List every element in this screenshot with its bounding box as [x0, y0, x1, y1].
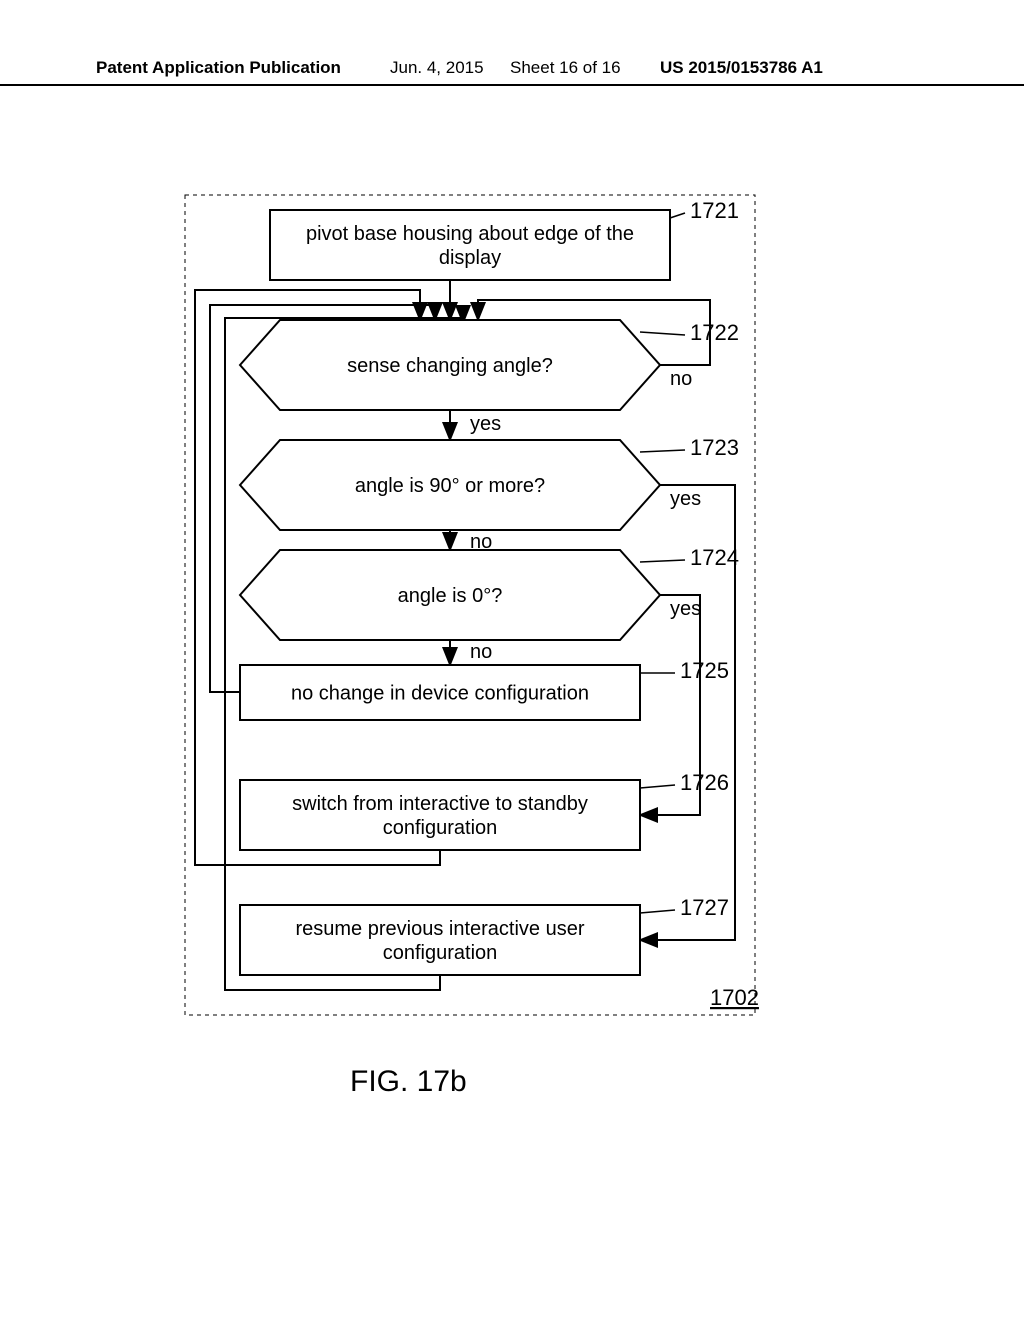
sheet-number: Sheet 16 of 16 — [510, 58, 621, 78]
flowchart-container: 1702yesnononoyesyespivot base housing ab… — [180, 190, 760, 1060]
patent-page: Patent Application Publication Jun. 4, 2… — [0, 0, 1024, 1320]
flowchart-svg: 1702yesnononoyesyespivot base housing ab… — [180, 190, 760, 1060]
svg-text:no change in device configurat: no change in device configuration — [291, 683, 589, 705]
svg-text:1723: 1723 — [690, 435, 739, 460]
svg-text:no: no — [470, 641, 492, 663]
svg-text:yes: yes — [470, 413, 501, 435]
svg-text:1721: 1721 — [690, 198, 739, 223]
publication-number: US 2015/0153786 A1 — [660, 58, 823, 78]
svg-text:1722: 1722 — [690, 320, 739, 345]
svg-text:no: no — [670, 368, 692, 390]
publication-type: Patent Application Publication — [96, 58, 341, 78]
svg-text:angle is 0°?: angle is 0°? — [398, 585, 503, 607]
svg-text:1726: 1726 — [680, 770, 729, 795]
svg-text:1724: 1724 — [690, 545, 739, 570]
svg-text:yes: yes — [670, 598, 701, 620]
svg-text:yes: yes — [670, 488, 701, 510]
svg-text:1727: 1727 — [680, 895, 729, 920]
svg-text:1702: 1702 — [710, 985, 759, 1010]
svg-text:sense changing angle?: sense changing angle? — [347, 355, 553, 377]
figure-label: FIG. 17b — [350, 1065, 467, 1099]
header-rule — [0, 84, 1024, 86]
publication-date: Jun. 4, 2015 — [390, 58, 484, 78]
svg-text:angle is 90° or more?: angle is 90° or more? — [355, 475, 545, 497]
svg-text:1725: 1725 — [680, 658, 729, 683]
